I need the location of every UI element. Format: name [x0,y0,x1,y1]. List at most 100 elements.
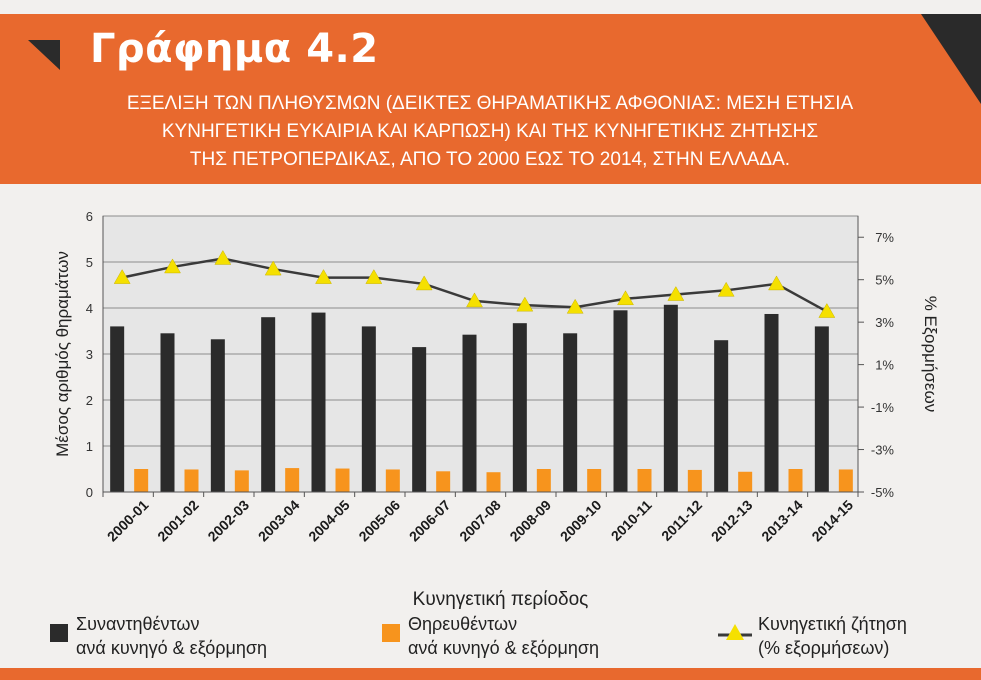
legend-demand-line1: Κυνηγετική ζήτηση [758,614,907,634]
legend-demand-line2: (% εξορμήσεων) [758,638,890,658]
bar-harvested [436,471,451,492]
point-demand [818,303,836,318]
x-tick-label: 2011-12 [658,497,705,544]
bottom-strip [0,668,981,680]
legend-swatch-encountered [50,624,68,642]
x-tick-label: 2004-05 [305,497,353,545]
point-demand [768,275,785,291]
point-demand [315,269,332,284]
x-tick-label: 2000-01 [104,497,152,545]
legend-harvested: Θηρευθέντων ανά κυνηγό & εξόρμηση [382,612,682,672]
point-demand [365,269,383,284]
bar-encountered [462,334,477,492]
legend-marker-demand [718,624,752,640]
legend-demand: Κυνηγετική ζήτηση (% εξορμήσεων) [718,612,958,672]
x-tick-label: 2013-14 [758,497,806,545]
y-tick-label: 6 [86,209,93,224]
bar-harvested [134,469,149,492]
point-demand [164,258,181,274]
bar-harvested [687,469,702,492]
x-tick-label: 2012-13 [708,497,756,545]
legend-label-encountered: Συναντηθέντων ανά κυνηγό & εξόρμηση [76,612,267,660]
y2-tick-label: -5% [871,485,895,500]
y-tick-label: 1 [86,439,93,454]
y-tick-label: 0 [86,485,93,500]
y2-tick-label: 1% [875,358,894,373]
bar-harvested [788,469,803,492]
bar-encountered [764,313,779,492]
y2-tick-label: 3% [875,315,894,330]
bar-encountered [261,317,276,492]
bar-harvested [184,469,199,492]
y-tick-label: 5 [86,255,93,270]
bar-harvested [486,472,501,492]
bar-encountered [311,312,326,492]
point-demand [466,292,483,308]
legend-swatch-harvested [382,624,400,642]
legend-harvested-line1: Θηρευθέντων [408,614,518,634]
point-demand [566,298,584,314]
x-tick-label: 2007-08 [456,497,504,545]
point-demand [516,296,534,312]
title-arrow-icon [28,40,60,70]
y2-tick-label: -1% [871,400,895,415]
bar-encountered [563,333,578,492]
point-demand [667,286,685,301]
y2-tick-label: 5% [875,273,894,288]
point-demand [617,290,634,306]
point-demand [264,260,282,276]
bar-harvested [385,469,400,492]
bar-harvested [838,469,853,492]
bar-encountered [110,326,125,492]
bar-harvested [536,469,551,492]
y-tick-label: 4 [86,301,93,316]
y2-tick-label: 7% [875,230,894,245]
x-axis-title: Κυνηγετική περίοδος [413,589,589,610]
subtitle-line-3: ΤΗΣ ΠΕΤΡΟΠΕΡΔΙΚΑΣ, ΑΠΟ ΤΟ 2000 ΕΩΣ ΤΟ 20… [189,149,791,170]
x-tick-label: 2006-07 [406,497,454,545]
legend-label-harvested: Θηρευθέντων ανά κυνηγό & εξόρμηση [408,612,599,660]
x-tick-label: 2003-04 [255,497,303,545]
bar-encountered [210,339,225,492]
y2-tick-label: -3% [871,443,895,458]
legend-label-demand: Κυνηγετική ζήτηση (% εξορμήσεων) [758,612,907,660]
title-banner [0,14,981,184]
y-axis-title: Μέσος αριθμός θηραμάτων [53,251,72,457]
legend-harvested-line2: ανά κυνηγό & εξόρμηση [408,638,600,658]
legend-encountered-line1: Συναντηθέντων [76,614,200,634]
point-demand [717,281,735,297]
x-tick-label: 2014-15 [808,497,856,545]
y-tick-label: 2 [86,393,93,408]
figure-title: Γράφημα 4.2 [90,26,379,72]
bar-encountered [160,333,175,492]
x-tick-label: 2001-02 [154,497,202,545]
point-demand [214,249,232,265]
bar-harvested [285,468,300,492]
point-demand [113,269,131,284]
x-tick-label: 2010-11 [608,497,655,544]
bar-encountered [512,323,527,492]
bar-encountered [663,304,678,492]
banner-corner-decoration [921,14,981,104]
legend-encountered-line2: ανά κυνηγό & εξόρμηση [76,638,268,658]
x-tick-label: 2002-03 [204,497,252,545]
bar-encountered [361,326,376,492]
point-demand [415,275,433,291]
x-tick-label: 2009-10 [557,497,605,545]
bar-encountered [412,347,427,492]
subtitle-line-1: ΕΞΕΛΙΞΗ ΤΩΝ ΠΛΗΘΥΣΜΩΝ (ΔΕΙΚΤΕΣ ΘΗΡΑΜΑΤΙΚ… [126,93,854,114]
bar-encountered [714,340,729,492]
x-tick-label: 2008-09 [506,497,554,545]
bar-encountered [613,310,628,492]
y-tick-label: 3 [86,347,93,362]
bar-harvested [587,469,602,492]
bar-harvested [335,468,350,492]
x-tick-label: 2005-06 [355,497,403,545]
bar-harvested [738,471,753,492]
bar-harvested [234,470,249,492]
legend-encountered: Συναντηθέντων ανά κυνηγό & εξόρμηση [50,612,350,672]
subtitle-line-2: ΚΥΝΗΓΕΤΙΚΗ ΕΥΚΑΙΡΙΑ ΚΑΙ ΚΑΡΠΩΣΗ) ΚΑΙ ΤΗΣ… [161,121,819,142]
bar-harvested [637,469,652,492]
figure-subtitle: ΕΞΕΛΙΞΗ ΤΩΝ ΠΛΗΘΥΣΜΩΝ (ΔΕΙΚΤΕΣ ΘΗΡΑΜΑΤΙΚ… [40,90,940,174]
